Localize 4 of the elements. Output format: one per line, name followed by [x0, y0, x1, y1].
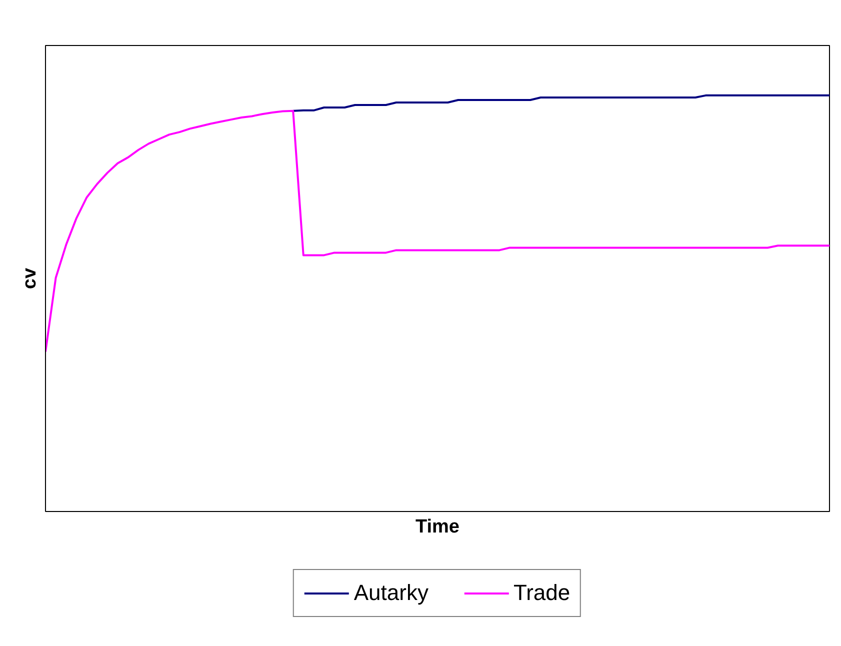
x-axis-title: Time	[416, 516, 460, 538]
legend-label: Autarky	[354, 580, 428, 606]
y-axis-title: cv	[20, 268, 40, 290]
legend-label: Trade	[513, 580, 570, 606]
